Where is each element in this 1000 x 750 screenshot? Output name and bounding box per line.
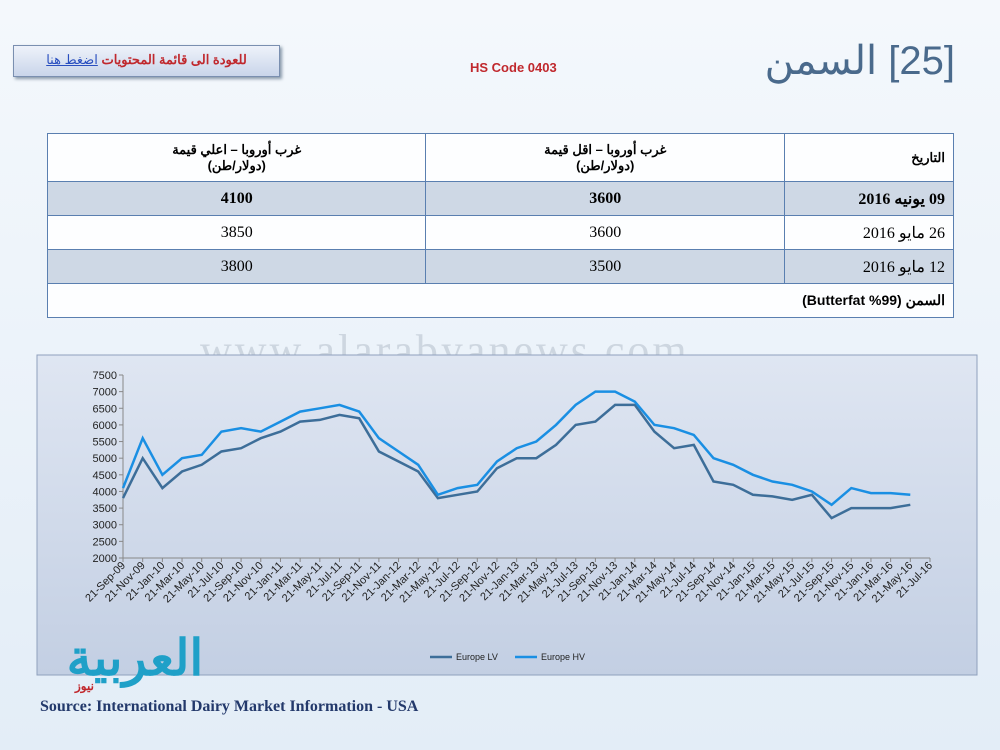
header-text: غرب أوروبا – اعلي قيمة [172,141,302,157]
y-tick-label: 3500 [93,503,117,515]
cell: 3600 [425,181,785,216]
y-tick-label: 7500 [93,370,117,382]
table-header: التاريخ غرب أوروبا – اقل قيمة (دولار/طن) … [46,133,954,182]
y-tick-label: 2500 [93,536,117,548]
y-tick-label: 6000 [93,420,117,432]
header-cell: غرب أوروبا – اعلي قيمة (دولار/طن) [46,133,427,182]
footer-cell: السمن (99% Butterfat) [47,283,954,318]
source: Source: International Dairy Market Infor… [40,698,419,715]
y-tick-label: 2000 [93,553,117,565]
y-tick-label: 5500 [93,437,117,449]
header-cell: غرب أوروبا – اقل قيمة (دولار/طن) [425,133,785,182]
chart-panel [36,354,978,676]
y-tick-label: 7000 [93,387,117,399]
y-tick-label: 4000 [93,486,117,498]
y-tick-label: 3000 [93,520,117,532]
cell: 3800 [46,249,427,284]
logo-main: العربية [67,630,204,688]
logo: العربية نيوز [67,630,204,694]
logo-sub: نيوز [74,679,94,694]
legend-label: Europe LV [456,652,498,662]
legend-label: Europe HV [541,652,585,662]
header-unit: (دولار/طن) [576,157,635,173]
back-text: للعودة الى قائمة المحتويات [101,52,247,67]
y-tick-label: 5000 [93,453,117,465]
cell: 3600 [425,215,785,250]
back-button[interactable]: للعودة الى قائمة المحتويات اضغط هنا [13,45,280,77]
price-table: التاريخ غرب أوروبا – اقل قيمة (دولار/طن) … [46,133,954,318]
header-text: التاريخ [911,149,945,165]
y-tick-label: 4500 [93,470,117,482]
hs-code: HS Code 0403 [470,60,557,75]
header-text: غرب أوروبا – اقل قيمة [544,141,667,157]
cell: 26 مايو 2016 [784,215,954,250]
slide-title: [25] السمن [764,39,955,83]
line-series [121,403,911,520]
table-row: 12 مايو 2016 3500 3800 [46,249,954,284]
table-row: 09 يونيه 2016 3600 4100 [46,181,954,216]
header-cell: التاريخ [784,133,954,182]
table-row: 26 مايو 2016 3600 3850 [46,215,954,250]
back-link[interactable]: اضغط هنا [46,52,98,67]
line-series [121,390,911,507]
cell: 3500 [425,249,785,284]
table-footer: السمن (99% Butterfat) [47,283,954,318]
header-unit: (دولار/طن) [207,157,266,173]
y-tick-label: 6500 [93,403,117,415]
cell: 4100 [46,181,427,216]
cell: 09 يونيه 2016 [784,181,954,216]
cell: 12 مايو 2016 [784,249,954,284]
